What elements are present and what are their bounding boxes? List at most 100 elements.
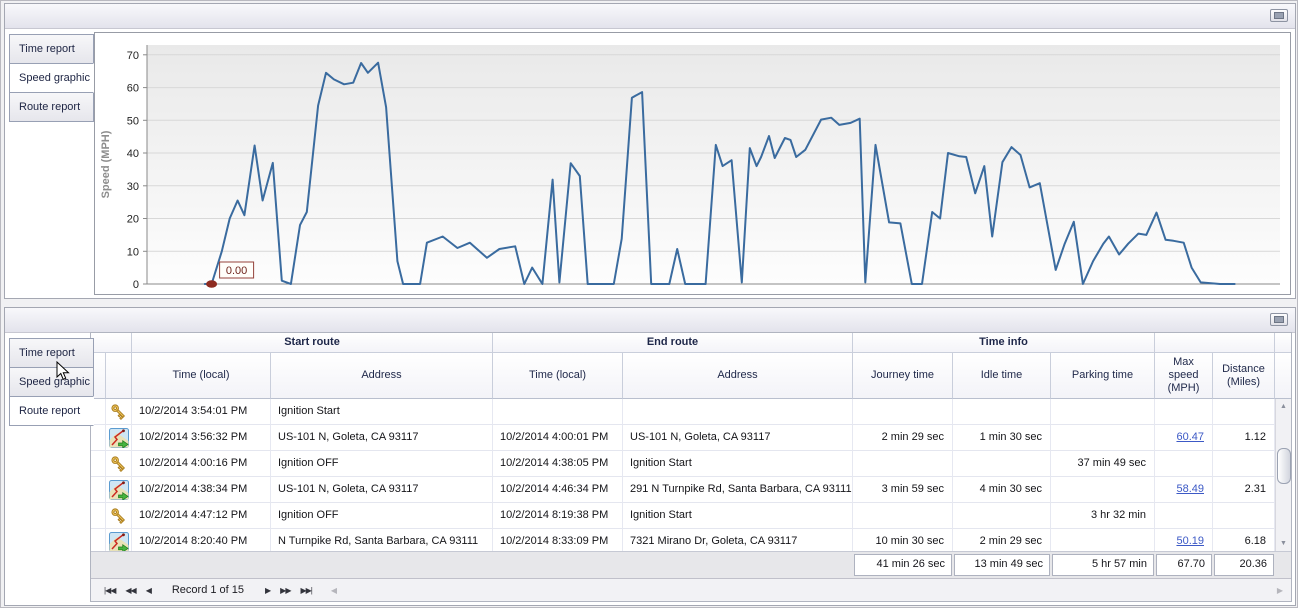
table-row[interactable]: 10/2/2014 4:00:16 PM Ignition OFF 10/2/201… <box>91 451 1275 477</box>
table-cell: Ignition OFF <box>271 451 493 477</box>
table-cell: 37 min 49 sec <box>1051 451 1155 477</box>
table-row[interactable]: 10/2/2014 3:56:32 PM US-101 N, Goleta, CA… <box>91 425 1275 451</box>
table-cell <box>853 399 953 425</box>
bottom-tab-time-report[interactable]: Time report <box>9 338 94 368</box>
table-cell: 4 min 30 sec <box>953 477 1051 503</box>
table-cell: 3 min 59 sec <box>853 477 953 503</box>
table-cell <box>1213 399 1275 425</box>
first-record-button[interactable]: |◀◀ <box>104 585 116 595</box>
next-page-button[interactable]: ▶▶ <box>280 585 291 595</box>
collapse-icon <box>1274 316 1284 323</box>
collapse-panel-button[interactable] <box>1270 313 1288 326</box>
col-indicator <box>91 353 106 399</box>
collapse-icon <box>1274 12 1284 19</box>
table-cell: 10/2/2014 4:38:34 PM <box>132 477 271 503</box>
h-scroll-right-icon[interactable]: ▶ <box>1276 585 1283 595</box>
bottom-tab-speed-graphic[interactable]: Speed graphic <box>9 367 94 397</box>
next-record-button[interactable]: ▶ <box>265 585 271 595</box>
route-map-icon <box>106 529 132 551</box>
table-column-header-row: Time (local) Address Time (local) Addres… <box>91 353 1291 399</box>
table-cell <box>493 399 623 425</box>
row-indicator <box>91 451 106 477</box>
col-start-address[interactable]: Address <box>271 353 493 399</box>
table-cell: Ignition Start <box>271 399 493 425</box>
table-row[interactable]: 10/2/2014 4:47:12 PM Ignition OFF 10/2/201… <box>91 503 1275 529</box>
svg-text:20: 20 <box>127 214 139 226</box>
summary-row: 41 min 26 sec 13 min 49 sec 5 hr 57 min … <box>91 551 1291 578</box>
collapse-panel-button[interactable] <box>1270 9 1288 22</box>
group-start-route[interactable]: Start route <box>132 333 493 353</box>
col-distance[interactable]: Distance (Miles) <box>1213 353 1275 399</box>
summary-spacer <box>1275 552 1291 578</box>
table-cell <box>1155 503 1213 529</box>
total-journey-time: 41 min 26 sec <box>853 552 953 578</box>
table-cell: N Turnpike Rd, Santa Barbara, CA 93111 <box>271 529 493 551</box>
col-start-time[interactable]: Time (local) <box>132 353 271 399</box>
speed-chart-svg: 0 10 20 30 40 50 60 70 Speed (MPH) 0.00 <box>100 45 1280 291</box>
last-record-button[interactable]: ▶▶| <box>300 585 312 595</box>
route-map-icon <box>106 477 132 503</box>
table-cell <box>1155 399 1213 425</box>
col-end-time[interactable]: Time (local) <box>493 353 623 399</box>
table-cell: US-101 N, Goleta, CA 93117 <box>271 477 493 503</box>
table-row[interactable]: 10/2/2014 4:38:34 PM US-101 N, Goleta, CA… <box>91 477 1275 503</box>
scroll-down-icon[interactable]: ▼ <box>1280 540 1287 547</box>
table-cell: 10/2/2014 4:38:05 PM <box>493 451 623 477</box>
scroll-up-icon[interactable]: ▲ <box>1280 403 1287 410</box>
row-indicator <box>91 529 106 551</box>
table-cell <box>853 503 953 529</box>
table-rows: 10/2/2014 3:54:01 PM Ignition Start 10/2/2… <box>91 399 1275 551</box>
bottom-tab-route-report[interactable]: Route report <box>9 396 94 426</box>
total-parking-time: 5 hr 57 min <box>1051 552 1155 578</box>
max-speed-link[interactable]: 58.49 <box>1155 477 1213 503</box>
table-cell: 6.18 <box>1213 529 1275 551</box>
max-speed-link[interactable]: 60.47 <box>1155 425 1213 451</box>
table-cell: 10/2/2014 4:00:01 PM <box>493 425 623 451</box>
svg-text:70: 70 <box>127 50 139 62</box>
bottom-panel-header <box>5 308 1295 333</box>
table-row[interactable]: 10/2/2014 3:54:01 PM Ignition Start <box>91 399 1275 425</box>
previous-record-button[interactable]: ◀ <box>145 585 152 595</box>
record-count-label: Record 1 of 15 <box>171 584 245 596</box>
total-max-speed: 67.70 <box>1155 552 1213 578</box>
table-cell <box>1051 399 1155 425</box>
group-spacer <box>1275 333 1291 353</box>
col-journey-time[interactable]: Journey time <box>853 353 953 399</box>
table-cell: 10/2/2014 8:20:40 PM <box>132 529 271 551</box>
table-cell: 10/2/2014 4:47:12 PM <box>132 503 271 529</box>
table-cell: Ignition Start <box>623 503 853 529</box>
table-group-header-row: Start route End route Time info <box>91 333 1291 353</box>
table-row[interactable]: 10/2/2014 8:20:40 PM N Turnpike Rd, Santa… <box>91 529 1275 551</box>
summary-spacer <box>91 552 853 578</box>
vertical-scrollbar[interactable]: ▲ ▼ <box>1275 399 1291 551</box>
h-scroll-left-icon[interactable]: ◀ <box>330 585 337 595</box>
scrollbar-thumb[interactable] <box>1277 448 1291 484</box>
previous-page-button[interactable]: ◀◀ <box>125 585 136 595</box>
col-parking-time[interactable]: Parking time <box>1051 353 1155 399</box>
max-speed-link[interactable]: 50.19 <box>1155 529 1213 551</box>
top-tab-speed-graphic[interactable]: Speed graphic <box>9 63 94 93</box>
svg-text:40: 40 <box>127 148 139 160</box>
group-time-info[interactable]: Time info <box>853 333 1155 353</box>
start-marker <box>206 280 218 288</box>
table-cell: 10/2/2014 8:19:38 PM <box>493 503 623 529</box>
col-max-speed[interactable]: Max speed (MPH) <box>1155 353 1213 399</box>
table-cell <box>953 399 1051 425</box>
record-navigator: |◀◀ ◀◀ ◀ Record 1 of 15 ▶ ▶▶ ▶▶| ◀ ▶ <box>91 578 1291 601</box>
top-tab-route-report[interactable]: Route report <box>9 92 94 122</box>
table-cell <box>1213 451 1275 477</box>
col-idle-time[interactable]: Idle time <box>953 353 1051 399</box>
top-tab-strip: Time report Speed graphic Route report <box>9 34 94 122</box>
ignition-key-icon <box>106 399 132 425</box>
top-tab-time-report[interactable]: Time report <box>9 34 94 64</box>
row-indicator <box>91 399 106 425</box>
table-cell <box>1051 529 1155 551</box>
group-end-route[interactable]: End route <box>493 333 853 353</box>
table-cell <box>1051 425 1155 451</box>
col-end-address[interactable]: Address <box>623 353 853 399</box>
svg-text:60: 60 <box>127 83 139 95</box>
table-cell: 10/2/2014 8:33:09 PM <box>493 529 623 551</box>
table-cell <box>1213 503 1275 529</box>
total-distance: 20.36 <box>1213 552 1275 578</box>
